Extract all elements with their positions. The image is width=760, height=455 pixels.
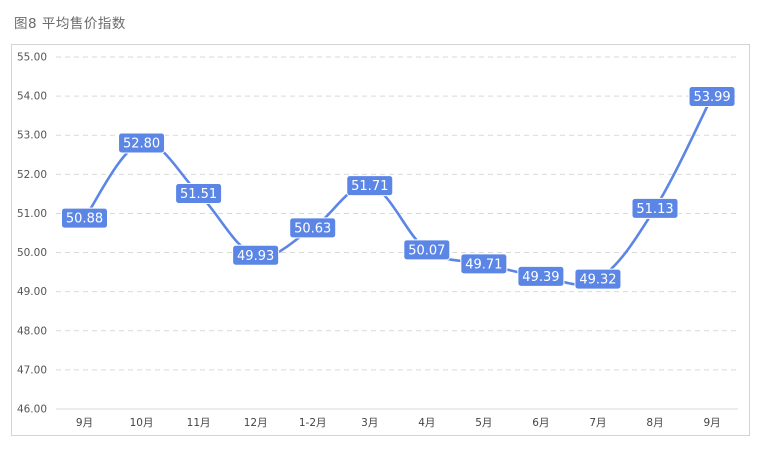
x-tick-label: 11月 [187,417,211,429]
y-tick-label: 54.00 [17,91,47,103]
data-label-box [688,86,736,108]
data-label: 49.32 [579,273,616,288]
data-label-box [61,207,108,229]
x-tick-label: 1-2月 [299,417,327,429]
data-label-box [403,239,451,261]
figure-title: 图8 平均售价指数 [14,16,126,32]
y-tick-label: 50.00 [17,247,47,259]
x-tick-label: 8月 [646,417,663,429]
data-label-box [631,197,679,219]
data-label: 49.93 [237,249,274,264]
y-tick-label: 46.00 [17,404,47,416]
data-label-box [118,132,166,154]
data-label: 53.99 [693,90,730,105]
data-label: 50.88 [66,212,103,227]
data-label-box [289,217,337,239]
data-label: 51.51 [180,187,217,202]
x-tick-label: 6月 [532,417,549,429]
x-tick-label: 7月 [589,417,606,429]
data-label-box [517,265,565,287]
x-tick-label: 3月 [361,417,378,429]
x-tick-label: 9月 [703,417,720,429]
y-tick-label: 48.00 [17,325,47,337]
data-label-box [574,268,622,290]
x-tick-label: 12月 [244,417,268,429]
series-line [83,95,714,286]
data-label: 50.63 [294,221,331,236]
y-tick-label: 47.00 [17,364,47,376]
y-tick-label: 53.00 [17,130,47,142]
x-tick-label: 10月 [130,417,154,429]
chart-frame [11,44,750,436]
data-label: 49.71 [465,257,502,272]
data-label: 49.39 [522,270,559,285]
x-tick-label: 5月 [475,417,492,429]
x-tick-label: 9月 [76,417,93,429]
data-label-box [175,182,223,204]
data-label: 52.80 [123,137,160,152]
data-label: 50.07 [408,243,445,258]
y-tick-label: 52.00 [17,169,47,181]
y-tick-label: 51.00 [17,208,47,220]
data-label-box [460,253,508,275]
data-label: 51.71 [351,179,388,194]
data-label-box [346,175,394,197]
x-tick-label: 4月 [418,417,435,429]
y-tick-label: 49.00 [17,286,47,298]
y-tick-label: 55.00 [17,52,47,64]
data-label: 51.13 [636,202,673,217]
data-label-box [232,244,280,266]
